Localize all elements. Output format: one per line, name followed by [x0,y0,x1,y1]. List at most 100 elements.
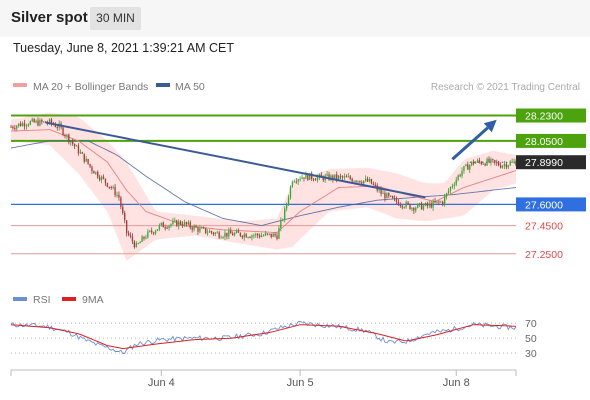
candle-body [12,126,14,129]
candle-body [216,232,218,234]
candle-body [291,181,294,187]
candle-body [41,119,43,122]
candle-body [201,227,203,229]
candle-body [164,227,166,229]
ma9-legend-label: 9MA [82,294,104,306]
moving-averages [10,129,517,234]
candle-body [35,120,37,123]
ma50-legend-swatch [156,83,170,87]
ma20-legend-swatch [13,83,27,87]
rsi-level-label: 70 [525,318,537,330]
candle-body [226,232,228,237]
candle-body [203,227,205,229]
candle-body [205,227,207,233]
candle-body [312,178,315,180]
candle-body [108,186,110,188]
candle-body [125,220,128,234]
candle-body [120,197,122,207]
candle-body [179,221,182,225]
candle-body [418,203,421,205]
candle-body [237,230,240,233]
candle-body [77,145,80,154]
candle-body [228,230,230,237]
candle-body [151,230,153,233]
candle-body [474,162,477,164]
copyright-notice: Research © 2021 Trading Central [431,82,580,93]
candle-body [359,180,361,183]
candle-body [149,230,151,232]
projection-arrow-head [483,119,497,133]
candle-body [436,201,438,203]
candle-body [282,219,284,221]
candle-body [397,201,400,206]
candle-body [212,232,215,235]
candle-body [434,201,436,203]
candle-body [156,229,159,232]
candle-body [104,178,107,183]
candle-body [330,175,332,180]
candle-body [309,173,311,180]
candle-body [172,221,174,225]
candle-body [56,126,58,128]
candle-body [289,186,292,198]
ma9-legend-swatch [62,297,76,301]
candle-body [131,236,134,242]
rsi-legend-label: RSI [33,294,51,306]
candle-body [445,193,448,197]
candle-body [372,183,375,185]
trendline-group [45,119,497,199]
rsi-level-label: 30 [525,348,537,360]
candle-body [178,221,180,227]
candle-body [395,198,398,202]
candle-body [189,222,191,228]
candle-body [89,163,91,167]
candle-body [66,134,68,137]
instrument-title: Silver spot [11,9,88,26]
candle-body [239,232,242,236]
candle-body [241,235,243,238]
timeframe-button[interactable]: 30 MIN [90,7,141,30]
candle-body [391,196,394,199]
candle-body [455,179,457,185]
candle-body [191,227,193,230]
candle-body [351,178,353,182]
candle-body [251,235,253,238]
candle-body [208,231,211,233]
candle-body [287,197,290,204]
candle-body [280,220,282,229]
candle-body [461,170,463,176]
candle-body [162,222,164,228]
candle-body [480,161,482,164]
candle-body [19,123,22,127]
candle-body [127,233,130,236]
candle-body [64,134,66,137]
candle-body [124,212,126,221]
candle-body [509,162,511,166]
candle-body [364,178,367,181]
rsi-ma9-line [10,324,517,350]
candle-body [272,233,274,237]
candle-body [451,186,454,188]
support-label: 27.6000 [525,199,563,211]
candle-body [50,119,53,124]
candle-body [339,175,342,177]
candle-body [413,207,415,211]
bollinger-band-area [11,112,516,261]
candle-body [459,175,461,177]
candle-body [45,121,47,123]
candle-body [106,182,109,187]
candle-body [95,171,97,174]
candle-body [54,124,57,127]
candle-body [438,201,440,203]
candle-body [353,180,355,182]
candle-body [43,121,45,123]
candle-body [158,225,161,230]
candle-body [357,180,359,182]
candle-body [141,236,143,243]
candle-body [347,176,349,178]
candle-body [411,207,413,210]
candle-body [432,201,434,208]
candle-body [62,127,64,135]
candle-body [332,175,334,180]
candle-body [490,159,492,163]
